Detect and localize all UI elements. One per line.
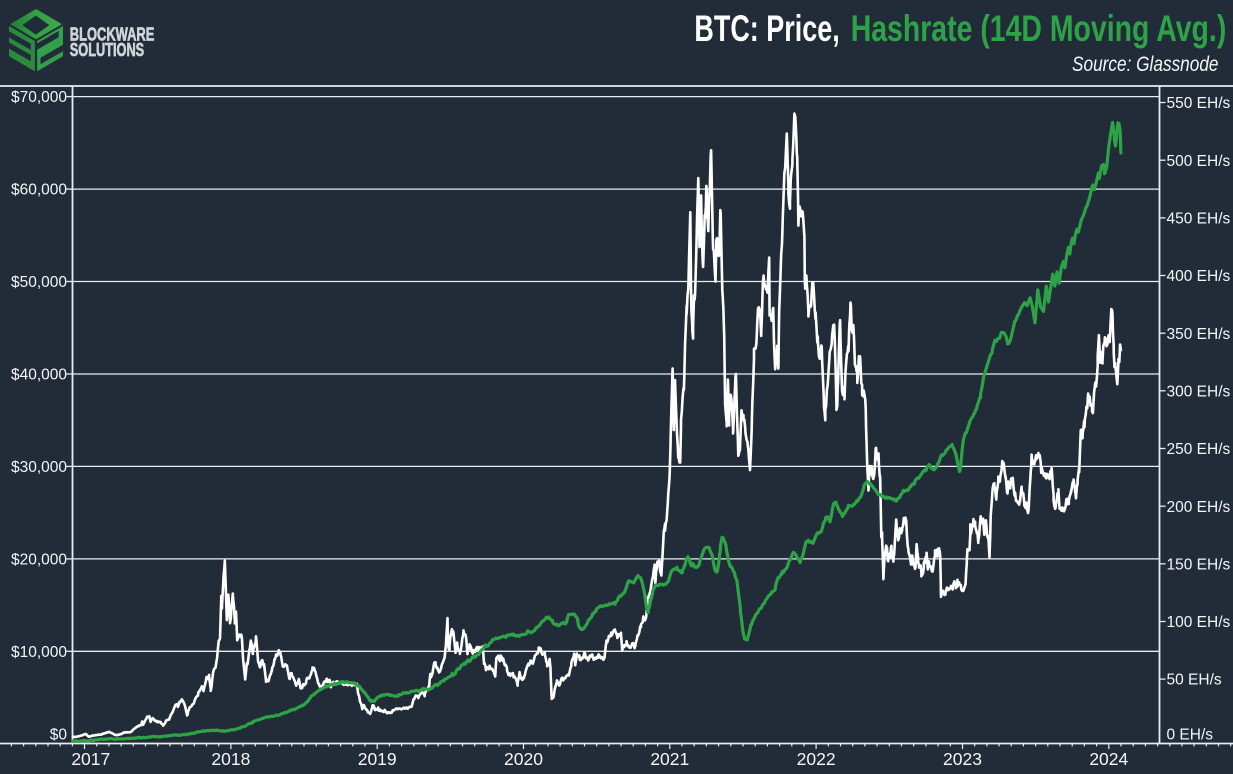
svg-text:2020: 2020 (504, 749, 543, 769)
svg-text:$70,000: $70,000 (11, 89, 67, 106)
svg-text:2024: 2024 (1089, 749, 1128, 769)
svg-text:BLOCKWARE: BLOCKWARE (70, 25, 155, 45)
svg-text:200 EH/s: 200 EH/s (1167, 499, 1231, 516)
svg-text:0 EH/s: 0 EH/s (1167, 727, 1214, 744)
svg-text:$40,000: $40,000 (11, 367, 67, 384)
svg-text:$30,000: $30,000 (11, 459, 67, 476)
svg-text:$50,000: $50,000 (11, 274, 67, 291)
svg-text:$60,000: $60,000 (11, 182, 67, 199)
svg-text:300 EH/s: 300 EH/s (1167, 383, 1231, 400)
svg-text:$10,000: $10,000 (11, 644, 67, 661)
svg-text:250 EH/s: 250 EH/s (1167, 441, 1231, 458)
svg-text:450 EH/s: 450 EH/s (1167, 211, 1231, 228)
svg-text:Source: Glassnode: Source: Glassnode (1072, 53, 1219, 76)
svg-text:2019: 2019 (358, 749, 397, 769)
svg-text:SOLUTIONS: SOLUTIONS (70, 40, 144, 60)
svg-text:Hashrate (14D Moving Avg.): Hashrate (14D Moving Avg.) (851, 7, 1227, 49)
svg-text:$20,000: $20,000 (11, 552, 67, 569)
svg-text:$0: $0 (50, 727, 68, 744)
svg-text:150 EH/s: 150 EH/s (1167, 556, 1231, 573)
svg-text:100 EH/s: 100 EH/s (1167, 614, 1231, 631)
svg-text:50 EH/s: 50 EH/s (1167, 672, 1222, 689)
svg-text:2022: 2022 (797, 749, 836, 769)
svg-text:2018: 2018 (211, 749, 250, 769)
svg-text:BTC: Price,: BTC: Price, (694, 7, 839, 49)
svg-text:350 EH/s: 350 EH/s (1167, 326, 1231, 343)
svg-text:2017: 2017 (71, 749, 110, 769)
svg-text:2021: 2021 (650, 749, 689, 769)
svg-text:2023: 2023 (943, 749, 982, 769)
svg-text:400 EH/s: 400 EH/s (1167, 268, 1231, 285)
svg-text:500 EH/s: 500 EH/s (1167, 153, 1231, 170)
svg-text:550 EH/s: 550 EH/s (1167, 95, 1231, 112)
